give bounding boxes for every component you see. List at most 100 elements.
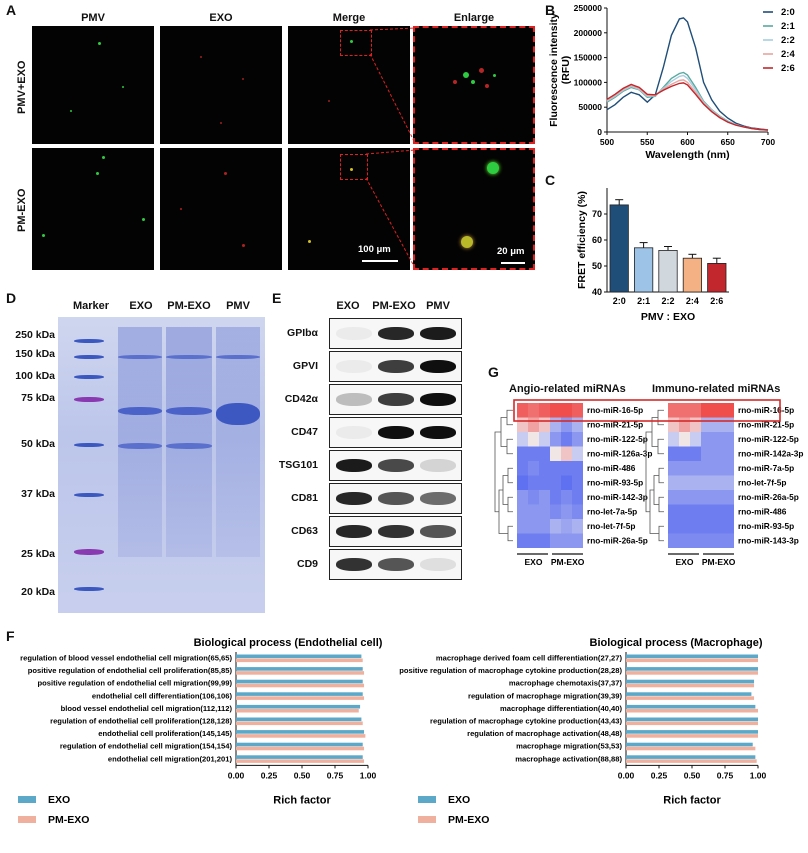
g-right-cell [723,417,734,432]
g-right-cell [690,533,701,548]
c-xlabel: PMV : EXO [641,311,695,323]
micrograph-exo-row2 [160,148,282,270]
g-right-cell [690,403,701,418]
f1-category-label: blood vessel endothelial cell migration(… [61,704,233,713]
f2-xtick-label: 0.25 [651,770,668,780]
b-xtick-label: 550 [640,137,654,147]
g-right-cell [679,446,690,461]
f1-category-label: regulation of endothelial cell migration… [60,742,233,751]
c-xtick-label: 2:4 [686,296,699,306]
f1-bar-PM-EXO [236,658,363,663]
marker-50: 50 kDa [21,438,55,450]
gel-lane-pmv: PMV [226,300,250,312]
g-right-cell [701,490,712,505]
g-left-cell [517,533,528,548]
f1-bar-PM-EXO [236,683,365,688]
f2-legend-swatch-exo [418,796,436,803]
f2-category-label: macrophage differentiation(40,40) [500,704,622,713]
g-right-cell [712,403,723,418]
g-left-group-exo: EXO [525,557,543,567]
b-xtick-label: 650 [721,137,735,147]
g-left-cell [539,490,550,505]
b-series-line-2:6 [606,82,769,131]
f1-legend-pmexo: PM-EXO [48,814,89,826]
g-right-cell [690,417,701,432]
col-header-enlarge: Enlarge [453,12,495,24]
f2-bar-PM-EXO [626,658,758,663]
f2-bar-PM-EXO [626,708,758,713]
g-left-cell [550,461,561,476]
g-right-cell [679,490,690,505]
f1-legend-swatch-pmexo [18,816,36,823]
g-left-group-pmexo: PM-EXO [551,557,585,567]
f2-category-label: macrophage activation(88,88) [515,754,622,763]
g-right-cell [723,504,734,519]
f1-bar-PM-EXO [236,671,365,675]
b-xlabel: Wavelength (nm) [645,149,729,161]
f2-bar-EXO [626,755,756,759]
b-ytick-label: 150000 [574,53,603,63]
f1-category-label: regulation of endothelial cell prolifera… [50,717,232,726]
wb-blot-3 [329,417,462,448]
g-right-row-label: rno-miR-21-5p [738,420,794,430]
g-right-row-label: rno-miR-26a-5p [738,492,799,502]
g-right-cell [723,519,734,534]
g-left-cell [550,533,561,548]
g-right-row-label: rno-miR-142a-3p [738,449,803,459]
f1-category-label: regulation of blood vessel endothelial c… [20,654,232,663]
g-left-cell [539,504,550,519]
heatmap-right-title: Immuno-related miRNAs [652,383,781,395]
f2-title: Biological process (Macrophage) [590,637,763,649]
g-right-cell [701,446,712,461]
b-ytick-label: 50000 [578,102,602,112]
g-right-cell [679,432,690,447]
f1-bar-EXO [236,742,363,747]
wb-lane-pm-exo: PM-EXO [372,300,416,312]
b-ytick-label: 250000 [574,3,603,13]
f1-xtick-label: 0.50 [294,770,311,780]
g-left-cell [539,533,550,548]
f1-xlabel: Rich factor [273,794,331,806]
g-left-cell [550,475,561,490]
marker-250: 250 kDa [15,329,55,341]
g-left-cell [561,490,572,505]
g-right-row-label: rno-miR-122-5p [738,434,799,444]
wb-blot-1 [329,351,462,382]
g-left-cell [550,504,561,519]
f2-category-label: macrophage migration(53,53) [516,742,622,751]
g-left-cell [561,475,572,490]
g-right-cell [690,475,701,490]
f2-legend-pmexo: PM-EXO [448,814,489,826]
b-ylabel-1: Fluorescence intensity [548,13,560,127]
f1-bar-EXO [236,667,363,671]
g-right-cell [690,446,701,461]
chart-b: 500 550 600 650 700 0 50000 100000 150000 200000 2… [548,3,795,161]
wb-protein-label: CD47 [291,426,318,438]
g-right-cell [712,461,723,476]
marker-25: 25 kDa [21,548,55,560]
f1-category-label: endothelial cell differentiation(106,106… [92,691,233,700]
g-right-group-exo: EXO [676,557,694,567]
f1-xtick-label: 1.00 [360,770,377,780]
b-legend-label: 2:6 [781,63,795,74]
g-left-cell [550,432,561,447]
g-right-cell [723,461,734,476]
c-ytick-label: 50 [592,261,602,271]
g-left-cell [561,446,572,461]
g-right-cell [712,490,723,505]
f1-bar-EXO [236,679,363,684]
f2-bar-PM-EXO [626,759,757,763]
g-right-cell [712,519,723,534]
g-right-cell [712,504,723,519]
f1-bar-PM-EXO [236,721,363,726]
g-right-cell [690,490,701,505]
f2-xtick-label: 1.00 [750,770,767,780]
f2-legend-swatch-pmexo [418,816,436,823]
f2-category-label: macrophage derived foam cell differentia… [436,654,623,663]
marker-20: 20 kDa [21,586,55,598]
g-left-cell [572,446,583,461]
gel-lane-marker: Marker [72,300,110,312]
c-xtick-label: 2:1 [637,296,650,306]
f1-bar-EXO [236,704,361,709]
c-ytick-label: 70 [592,209,602,219]
